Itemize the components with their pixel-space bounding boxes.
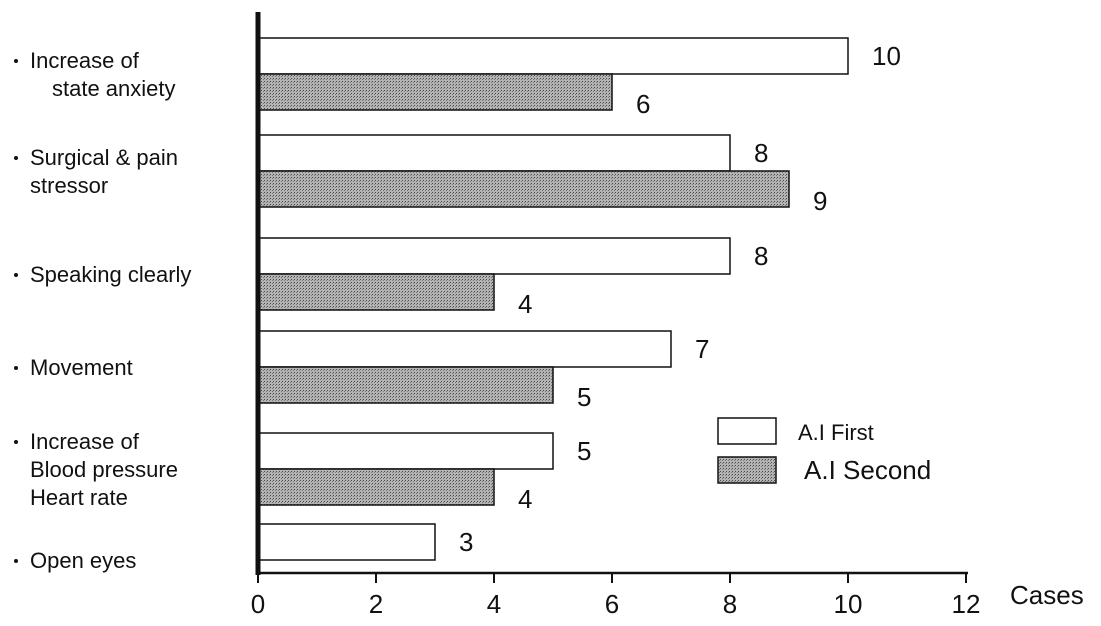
data-label: 9 [813, 186, 827, 216]
category-label: Increase of [30, 429, 140, 454]
bullet-icon [14, 273, 18, 277]
bar-first [257, 432, 554, 470]
x-axis-title: Cases [1010, 580, 1084, 610]
data-label: 6 [636, 89, 650, 119]
data-label: 5 [577, 436, 591, 466]
bullet-icon [14, 156, 18, 160]
category-label: Open eyes [30, 548, 136, 573]
bullet-icon [14, 59, 18, 63]
data-label: 7 [695, 334, 709, 364]
x-tick-label: 8 [723, 589, 737, 619]
category-label: Surgical & pain [30, 145, 178, 170]
bar-second [257, 468, 495, 506]
bar-second [257, 366, 554, 404]
data-label: 5 [577, 382, 591, 412]
bar-first [257, 237, 731, 275]
legend-label: A.I First [798, 420, 874, 445]
bar-second [257, 170, 790, 208]
legend-swatch [717, 456, 777, 484]
bar-first [257, 330, 672, 368]
x-axis: 0 2 4 6 8 10 12 Cases [251, 12, 1084, 619]
x-tick-label: 12 [952, 589, 981, 619]
data-label: 4 [518, 289, 532, 319]
category-label: Increase of [30, 48, 140, 73]
x-tick-label: 2 [369, 589, 383, 619]
bars-layer [257, 37, 849, 561]
x-tick-label: 0 [251, 589, 265, 619]
bar-first [257, 134, 731, 172]
category-label: state anxiety [52, 76, 176, 101]
bar-second [257, 273, 495, 311]
bar-first [257, 37, 849, 75]
data-label: 10 [872, 41, 901, 71]
legend-label: A.I Second [804, 455, 931, 485]
category-label: Blood pressure [30, 457, 178, 482]
bar-second [257, 73, 613, 111]
data-label: 4 [518, 484, 532, 514]
legend-swatch [717, 417, 777, 445]
x-tick-label: 6 [605, 589, 619, 619]
x-tick-label: 4 [487, 589, 501, 619]
x-tick-label: 10 [834, 589, 863, 619]
category-label: Heart rate [30, 485, 128, 510]
bar-first [257, 523, 436, 561]
category-label: Speaking clearly [30, 262, 191, 287]
labels-layer: Increase of state anxiety Surgical & pain s… [14, 41, 901, 573]
data-label: 3 [459, 527, 473, 557]
category-label: Movement [30, 355, 133, 380]
data-label: 8 [754, 241, 768, 271]
data-label: 8 [754, 138, 768, 168]
legend: A.I First A.I Second [717, 417, 931, 485]
bullet-icon [14, 440, 18, 444]
bullet-icon [14, 559, 18, 563]
bullet-icon [14, 366, 18, 370]
category-label: stressor [30, 173, 108, 198]
